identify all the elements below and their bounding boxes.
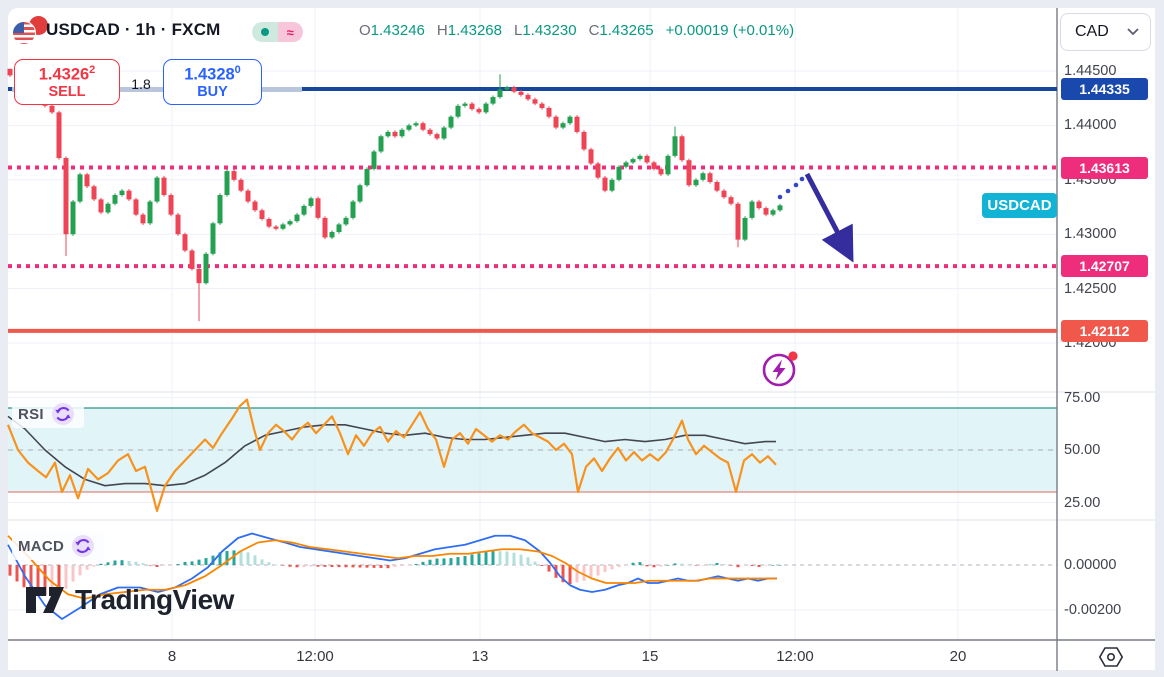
currency-selector-value: CAD bbox=[1075, 23, 1109, 40]
change-value: +0.00019 (+0.01%) bbox=[665, 22, 795, 39]
buy-label: BUY bbox=[197, 83, 228, 100]
market-status-toggle[interactable]: ≈ bbox=[252, 22, 303, 42]
rsi-indicator-label[interactable]: RSI bbox=[12, 400, 84, 428]
refresh-icon[interactable] bbox=[51, 403, 74, 425]
macd-indicator-label[interactable]: MACD bbox=[12, 532, 105, 560]
currency-selector[interactable]: CAD bbox=[1060, 13, 1151, 51]
sell-label: SELL bbox=[48, 83, 86, 100]
ohlc-item: H1.43268 bbox=[436, 22, 502, 39]
price-tick-label: 1.42500 bbox=[1064, 280, 1117, 297]
watermark-text: TradingView bbox=[75, 584, 234, 615]
tradingview-watermark: TradingView bbox=[24, 581, 234, 619]
chart-header: USDCAD · 1h · FXCM ≈ O1.43246 H1.43268 L1.… bbox=[0, 0, 1050, 56]
price-level-badge: 1.42112 bbox=[1061, 319, 1148, 342]
hexagon-settings-icon[interactable] bbox=[1097, 645, 1125, 669]
rsi-label-text: RSI bbox=[18, 405, 44, 423]
price-level-badge: 1.42707 bbox=[1061, 255, 1148, 278]
sell-price: 1.43262 bbox=[38, 63, 96, 84]
time-axis-label: 20 bbox=[949, 648, 967, 665]
ohlc-values: O1.43246 H1.43268 L1.43230 C1.43265 +0.00019… bbox=[359, 22, 794, 39]
buy-price: 1.43280 bbox=[184, 63, 241, 84]
sell-button[interactable]: 1.43262 SELL bbox=[14, 59, 120, 105]
macd-tick-label: 0.00000 bbox=[1064, 557, 1117, 573]
price-tick-label: 1.44500 bbox=[1064, 63, 1117, 79]
symbol-title[interactable]: USDCAD · 1h · FXCM bbox=[46, 20, 221, 39]
time-axis-label: 15 bbox=[641, 648, 659, 665]
rsi-tick-label: 75.00 bbox=[1064, 389, 1101, 406]
symbol-price-label: USDCAD bbox=[982, 193, 1057, 218]
rsi-tick-label: 50.00 bbox=[1064, 442, 1101, 458]
time-axis-label: 12:00 bbox=[296, 648, 334, 665]
price-level-badge: 1.44335 bbox=[1061, 77, 1148, 100]
rsi-tick-label: 25.00 bbox=[1064, 494, 1101, 511]
usd-flag-icon bbox=[12, 21, 36, 45]
time-axis-label: 8 bbox=[167, 648, 177, 665]
refresh-icon[interactable] bbox=[72, 535, 95, 557]
symbol-flag-icon bbox=[12, 16, 50, 46]
price-level-badge: 1.43613 bbox=[1061, 156, 1148, 179]
time-axis-label: 12:00 bbox=[776, 648, 814, 665]
price-tick-label: 1.43000 bbox=[1064, 226, 1117, 243]
ohlc-item: L1.43230 bbox=[513, 22, 577, 39]
buy-button[interactable]: 1.43280 BUY bbox=[163, 59, 262, 105]
time-axis-label: 13 bbox=[471, 648, 489, 665]
ohlc-item: O1.43246 bbox=[359, 22, 425, 39]
ohlc-item: C1.43265 bbox=[588, 22, 654, 39]
spread-value: 1.8 bbox=[131, 76, 151, 92]
chevron-down-icon bbox=[1127, 28, 1139, 36]
tradingview-logo-icon bbox=[26, 587, 64, 613]
price-tick-label: 1.44000 bbox=[1064, 117, 1117, 134]
macd-tick-label: -0.00200 bbox=[1064, 602, 1122, 618]
macd-label-text: MACD bbox=[18, 537, 65, 555]
market-open-dot-icon bbox=[252, 22, 278, 42]
approx-icon: ≈ bbox=[277, 22, 303, 42]
flash-icon[interactable] bbox=[758, 345, 804, 391]
